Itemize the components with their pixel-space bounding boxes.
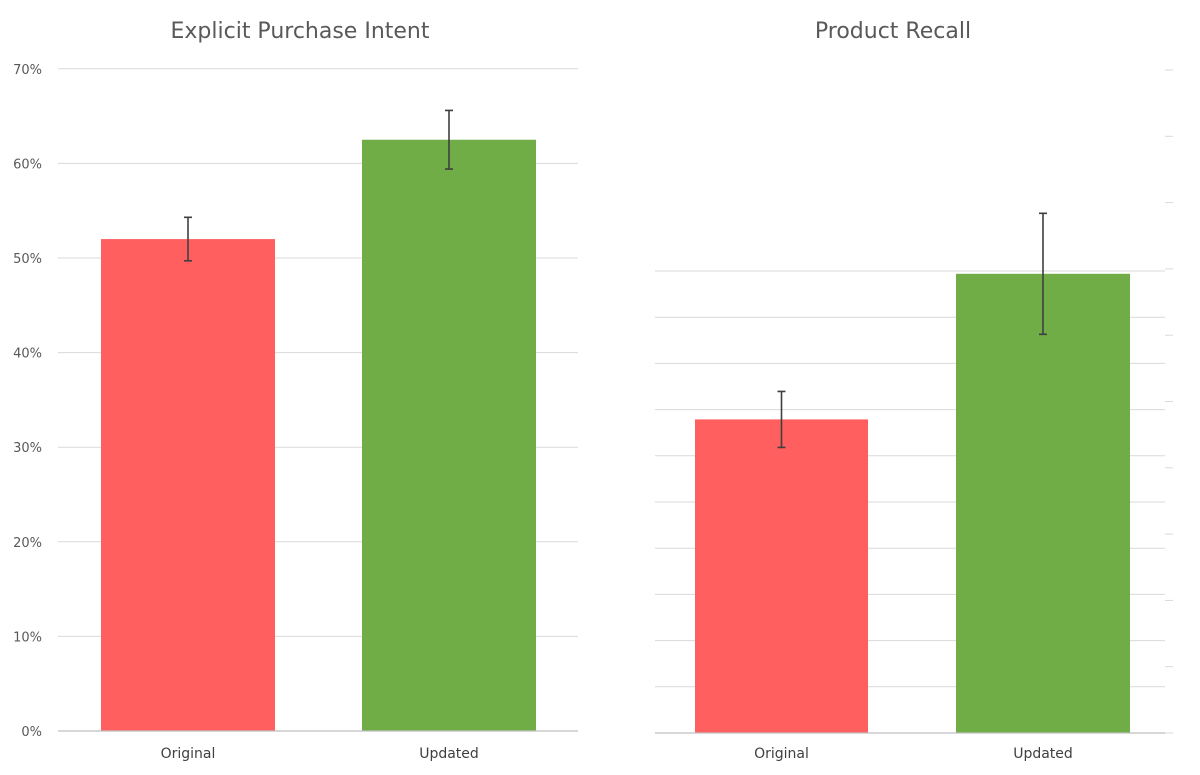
category-label-purchase-intent-updated: Updated [419, 746, 479, 762]
category-label-product-recall-original: Original [754, 746, 809, 762]
category-label-product-recall-updated: Updated [1013, 746, 1073, 762]
error-bar-purchase-intent-updated [445, 109, 453, 170]
y-tick-labels-purchase-intent: 0% 10% 20% 30% 40% 50% 60% 70% [13, 63, 42, 740]
error-bar-product-recall-updated [1039, 212, 1047, 336]
bar-product-recall-original [695, 419, 868, 733]
y-tick-label: 70% [13, 63, 42, 78]
y-tick-label: 40% [13, 347, 42, 362]
y-tick-label: 0% [21, 725, 42, 740]
error-bars-product-recall [777, 212, 1047, 449]
panel-purchase-intent: Explicit Purchase Intent 0% 10% 20% 30% 40% 5… [13, 19, 578, 762]
y-tick-label: 20% [13, 536, 42, 551]
chart-title-product-recall: Product Recall [815, 19, 971, 44]
right-tick-marks-product-recall [1165, 69, 1173, 734]
y-tick-label: 10% [13, 630, 42, 645]
y-tick-label: 50% [13, 252, 42, 267]
error-bar-purchase-intent-original [184, 216, 192, 262]
bar-purchase-intent-updated [362, 139, 536, 731]
y-tick-label: 30% [13, 441, 42, 456]
chart-title-purchase-intent: Explicit Purchase Intent [171, 19, 430, 44]
y-tick-label: 60% [13, 157, 42, 172]
bars-product-recall [695, 273, 1130, 733]
bar-product-recall-updated [956, 273, 1130, 733]
bars-purchase-intent [101, 139, 536, 731]
bar-purchase-intent-original [101, 239, 275, 731]
panel-product-recall: Product Recall Original Updated [655, 19, 1173, 762]
error-bar-product-recall-original [777, 390, 786, 449]
error-bars-purchase-intent [184, 109, 453, 262]
category-label-purchase-intent-original: Original [161, 746, 216, 762]
